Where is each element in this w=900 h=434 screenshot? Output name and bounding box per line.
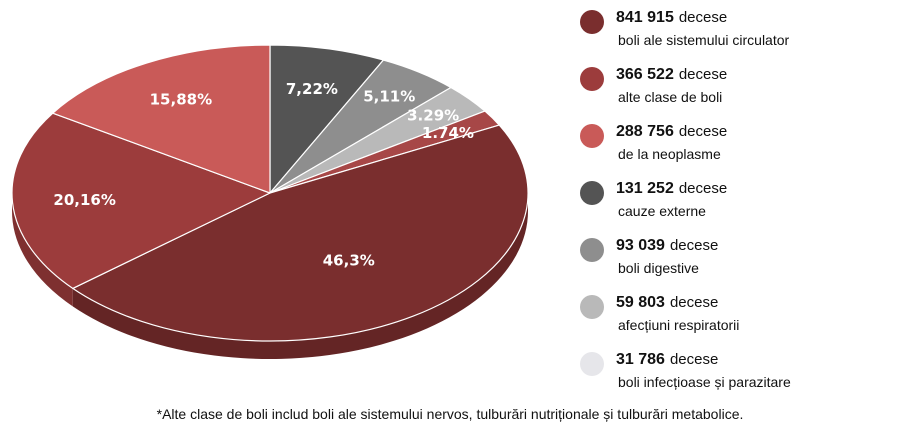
legend-swatch-external-causes bbox=[580, 181, 604, 205]
footnote: *Alte clase de boli includ boli ale sist… bbox=[156, 406, 744, 422]
pie-side-1 bbox=[12, 193, 73, 307]
legend-item-respiratory: 59 803 decese afecțiuni respiratorii bbox=[580, 291, 900, 348]
pie-percent-label-3: 7,22% bbox=[286, 80, 338, 98]
pie-3d-sides bbox=[12, 193, 528, 360]
pie-percent-label-5: 3.29% bbox=[407, 107, 459, 125]
pie-slice-1 bbox=[11, 112, 271, 289]
legend-swatch-digestive bbox=[580, 238, 604, 262]
pie-percent-label-2: 15,88% bbox=[150, 91, 212, 109]
legend-value-other-diseases: 366 522 decese bbox=[616, 66, 728, 83]
legend-swatch-other-diseases bbox=[580, 67, 604, 91]
legend-desc-respiratory: afecțiuni respiratorii bbox=[618, 317, 740, 333]
legend-value-infectious: 31 786 decese bbox=[616, 351, 719, 368]
legend-value-circulator: 841 915 decese bbox=[616, 9, 728, 26]
legend-swatch-infectious bbox=[580, 352, 604, 376]
legend-item-other-diseases: 366 522 decese alte clase de boli bbox=[580, 63, 900, 120]
legend: 841 915 decese boli ale sistemului circul… bbox=[580, 6, 900, 405]
pie-side-0 bbox=[72, 193, 528, 360]
legend-value-neoplasms: 288 756 decese bbox=[616, 123, 728, 140]
pie-percent-labels: 7,22% 5,11% 3.29%1.74% 46,3% 20,16% 15,88% bbox=[53, 80, 474, 270]
pie-slices bbox=[11, 44, 529, 342]
legend-value-external-causes: 131 252 decese bbox=[616, 180, 728, 197]
legend-desc-digestive: boli digestive bbox=[618, 260, 699, 276]
pie-percent-label-0: 46,3% bbox=[323, 252, 375, 270]
legend-desc-circulator: boli ale sistemului circulator bbox=[618, 32, 790, 48]
legend-value-respiratory: 59 803 decese bbox=[616, 294, 719, 311]
legend-swatch-neoplasms bbox=[580, 124, 604, 148]
legend-item-circulator: 841 915 decese boli ale sistemului circul… bbox=[580, 6, 900, 63]
legend-item-infectious: 31 786 decese boli infecțioase și parazit… bbox=[580, 348, 900, 405]
legend-item-neoplasms: 288 756 decese de la neoplasme bbox=[580, 120, 900, 177]
legend-desc-other-diseases: alte clase de boli bbox=[618, 89, 723, 105]
pie-slice-2 bbox=[52, 44, 271, 194]
pie-percent-label-6: 1.74% bbox=[422, 124, 474, 142]
pie-percent-label-4: 5,11% bbox=[363, 87, 415, 105]
legend-desc-external-causes: cauze externe bbox=[618, 203, 706, 219]
pie-percent-label-1: 20,16% bbox=[53, 191, 115, 209]
legend-value-digestive: 93 039 decese bbox=[616, 237, 719, 254]
legend-desc-infectious: boli infecțioase și parazitare bbox=[618, 374, 791, 390]
pie-slice-3 bbox=[269, 44, 384, 194]
pie-slice-0 bbox=[72, 124, 529, 342]
legend-item-external-causes: 131 252 decese cauze externe bbox=[580, 177, 900, 234]
legend-swatch-circulator bbox=[580, 10, 604, 34]
legend-desc-neoplasms: de la neoplasme bbox=[618, 146, 721, 162]
pie-chart: 7,22% 5,11% 3.29%1.74% 46,3% 20,16% 15,88% bbox=[11, 44, 529, 360]
legend-item-digestive: 93 039 decese boli digestive bbox=[580, 234, 900, 291]
legend-swatch-respiratory bbox=[580, 295, 604, 319]
